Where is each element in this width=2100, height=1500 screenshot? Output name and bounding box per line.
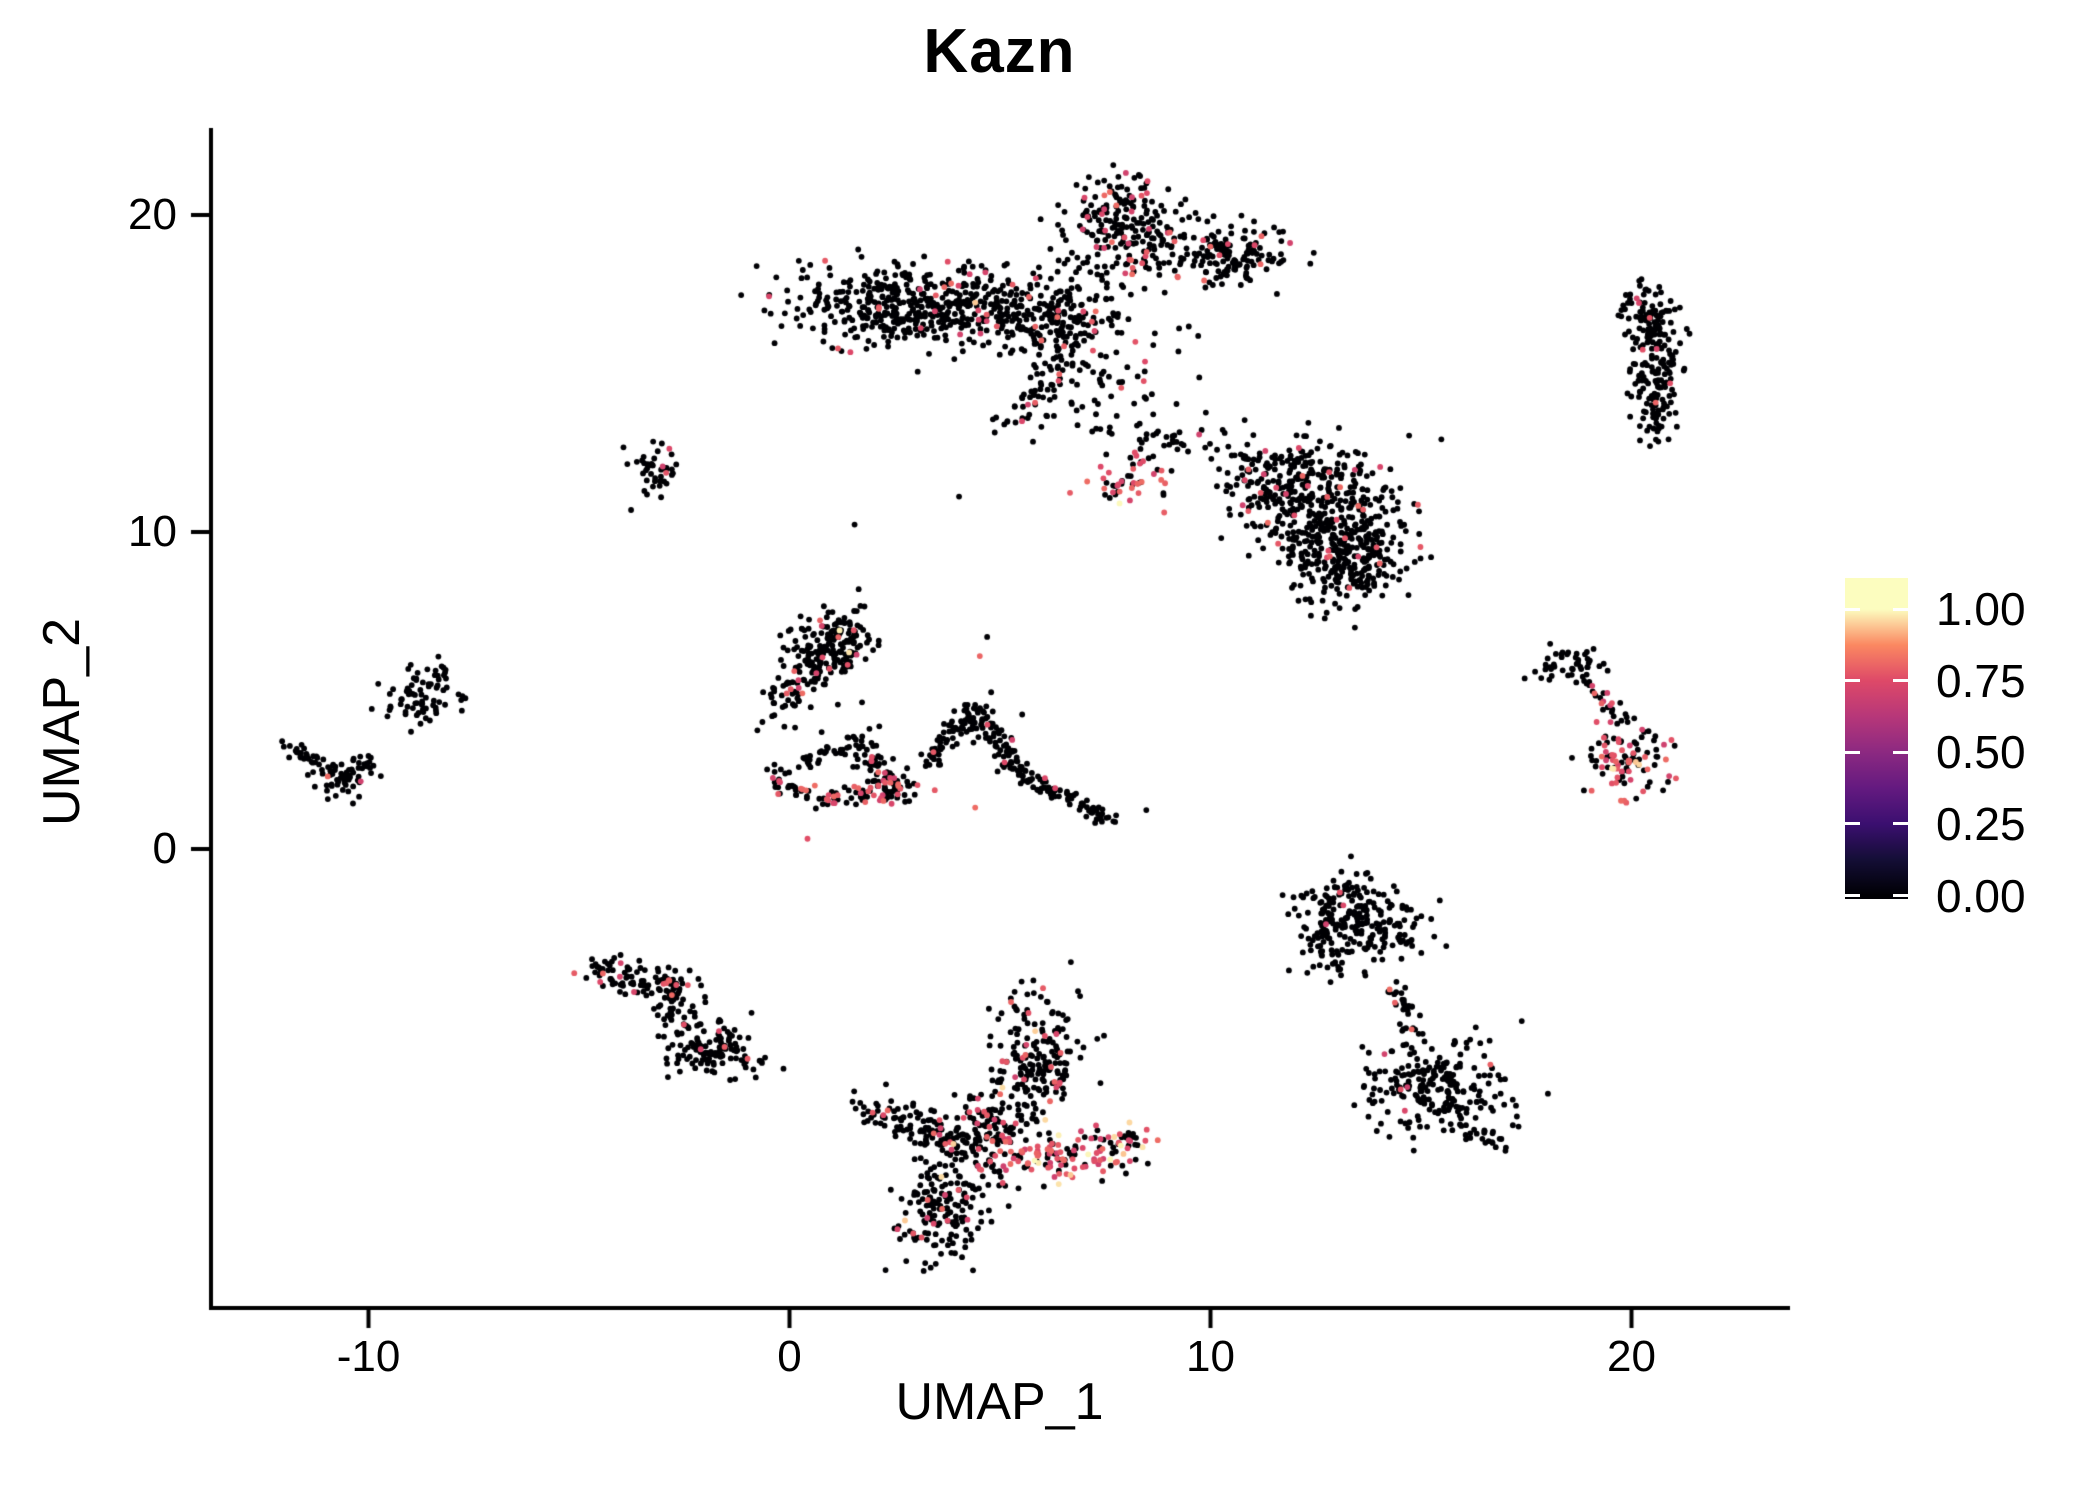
legend-tick-label: 1.00 [1936, 583, 2026, 635]
legend-tick-mark [1893, 822, 1908, 826]
x-tick-label: -10 [336, 1332, 401, 1381]
legend-tick-label: 0.50 [1936, 726, 2026, 779]
legend-tick-label: 0.75 [1936, 654, 2026, 707]
legend-tick-mark [1845, 750, 1860, 754]
legend-tick-mark [1845, 894, 1860, 897]
legend-tick-mark [1845, 679, 1860, 683]
legend-tick-mark [1893, 894, 1908, 897]
legend-tick-mark [1893, 750, 1908, 754]
legend-tick-mark [1845, 607, 1860, 611]
y-axis-label: UMAP_2 [33, 617, 91, 827]
x-tick-label: 10 [1186, 1332, 1235, 1381]
legend-tick-mark [1893, 607, 1908, 611]
x-tick-label: 20 [1607, 1332, 1656, 1381]
legend-tick-mark [1845, 822, 1860, 826]
plot-title: Kazn [923, 17, 1076, 86]
legend-tick-label: 0.25 [1936, 797, 2026, 850]
y-tick-label: 10 [128, 507, 177, 556]
legend-tick-label: 0.00 [1936, 869, 2026, 922]
x-tick-label: 0 [777, 1332, 802, 1381]
x-axis-label: UMAP_1 [895, 1373, 1104, 1431]
y-tick-label: 20 [128, 190, 177, 239]
y-tick-label: 0 [152, 824, 177, 873]
colorbar-gradient [1845, 578, 1908, 899]
legend-tick-mark [1893, 679, 1908, 683]
